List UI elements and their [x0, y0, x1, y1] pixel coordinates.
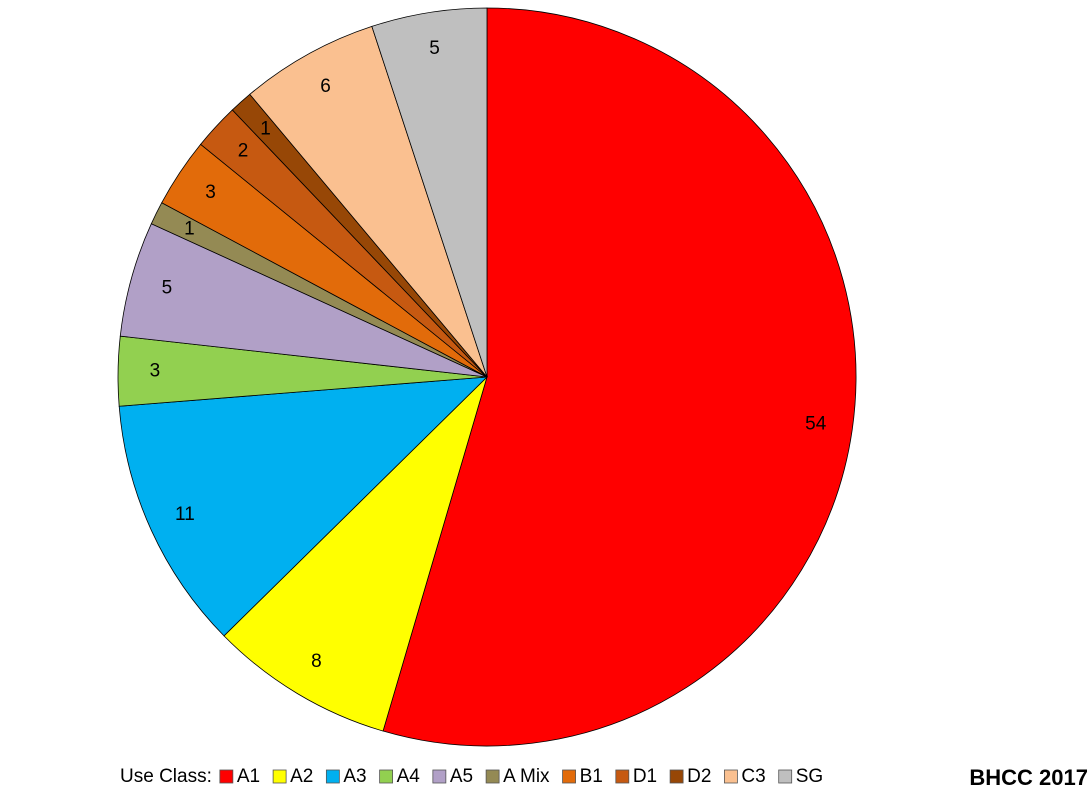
legend-swatch: [485, 769, 500, 784]
legend-label: A2: [290, 766, 313, 787]
pie-slice: [118, 376, 489, 637]
data-label: 6: [320, 76, 331, 97]
legend-swatch: [562, 769, 576, 784]
data-label: 8: [311, 651, 322, 672]
legend-swatch: [272, 769, 287, 784]
legend-label: A1: [237, 766, 260, 787]
legend-swatch: [615, 769, 630, 784]
legend-swatch: [724, 769, 738, 784]
legend-label: A Mix: [503, 766, 550, 787]
legend-swatch: [669, 769, 684, 784]
legend-swatch: [379, 769, 394, 784]
legend-label: A4: [397, 766, 421, 787]
pie-slice: [371, 7, 488, 378]
legend-swatch: [219, 769, 234, 784]
legend-label: C3: [741, 766, 765, 787]
data-label: 3: [150, 361, 161, 382]
legend-label: D1: [633, 766, 657, 787]
data-label: 1: [184, 219, 195, 240]
data-label: 5: [429, 38, 440, 59]
legend-swatch: [778, 769, 793, 784]
legend-label: D2: [687, 766, 711, 787]
annotation: BHCC 2017: [969, 765, 1088, 790]
data-label: 11: [175, 504, 195, 525]
legend-swatch: [432, 769, 447, 784]
legend-title: Use Class:: [120, 766, 212, 787]
legend-label: B1: [580, 766, 603, 787]
legend-swatch: [325, 769, 340, 784]
legend-label: A5: [450, 766, 473, 787]
legend-label: SG: [796, 766, 823, 787]
data-label: 1: [260, 119, 271, 140]
data-label: 5: [162, 278, 173, 299]
pie-slice: [223, 375, 488, 732]
legend-label: A3: [343, 766, 366, 787]
data-label: 3: [205, 182, 216, 203]
data-label: 54: [805, 413, 827, 434]
pie-slice: [249, 25, 488, 378]
pie-slice: [382, 7, 857, 747]
data-label: 2: [238, 141, 249, 162]
